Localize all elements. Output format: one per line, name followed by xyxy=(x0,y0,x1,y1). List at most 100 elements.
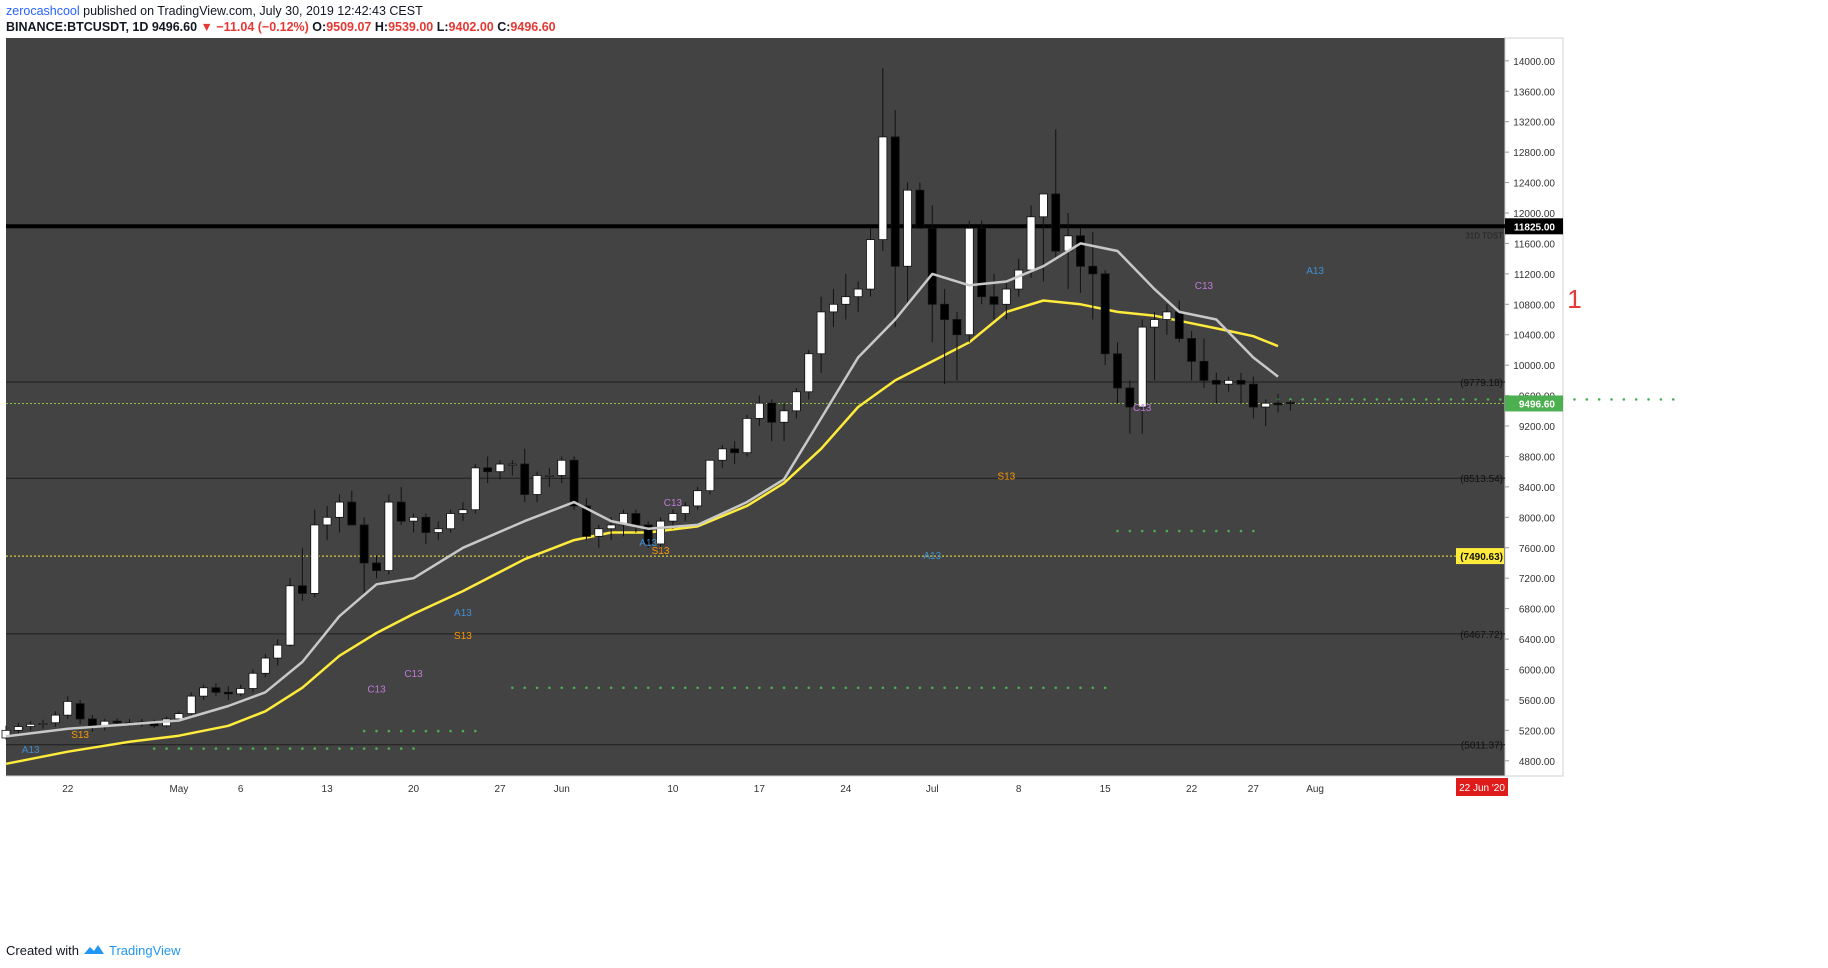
last-price-label: 9496.60 xyxy=(1519,399,1556,410)
support-dot xyxy=(1202,529,1206,533)
support-dot xyxy=(387,747,391,750)
support-dot xyxy=(1573,398,1576,401)
price-tick-label: 4800.00 xyxy=(1519,757,1556,768)
support-dot xyxy=(202,747,205,750)
support-dot xyxy=(1338,398,1342,401)
support-dot xyxy=(1029,686,1033,690)
candle-body xyxy=(396,501,406,522)
support-dot xyxy=(189,747,193,750)
support-dot xyxy=(1622,398,1626,401)
support-dot xyxy=(1597,398,1601,401)
support-dot xyxy=(955,686,959,690)
time-tick-label: 24 xyxy=(840,784,852,795)
candle-body xyxy=(421,516,431,533)
support-dot xyxy=(1548,398,1552,401)
candle-body xyxy=(1051,193,1061,252)
candle-body xyxy=(767,402,777,423)
support-dot xyxy=(930,686,934,690)
candle-body xyxy=(903,189,912,267)
time-axis xyxy=(6,776,1563,798)
footer: Created with TradingView xyxy=(6,942,181,959)
candle-body xyxy=(606,524,616,530)
support-dot xyxy=(782,686,786,690)
support-dot xyxy=(1005,686,1008,690)
ohlc-high: 9539.00 xyxy=(388,20,434,34)
support-dot xyxy=(1499,398,1502,401)
support-dot xyxy=(474,729,477,733)
support-dot xyxy=(325,747,329,750)
candle-body xyxy=(557,459,567,476)
ema-slow-line xyxy=(5,299,1279,766)
support-dot xyxy=(572,686,576,690)
price-tick-label: 10000.00 xyxy=(1513,361,1555,372)
candle-body xyxy=(1199,360,1209,381)
support-dot xyxy=(906,686,909,690)
candle-body xyxy=(51,714,60,724)
level-label: (5011.37) xyxy=(1461,741,1503,752)
time-tick-label: 15 xyxy=(1100,784,1112,795)
price-tick-label: 7200.00 xyxy=(1519,574,1556,585)
support-dot xyxy=(313,747,317,750)
price-tick-label: 5600.00 xyxy=(1519,696,1556,707)
ohlc-open: 9509.07 xyxy=(326,20,372,34)
candle-body xyxy=(1125,387,1135,408)
support-dot xyxy=(597,686,601,690)
setup-annotation: C13 xyxy=(367,684,386,695)
support-dot xyxy=(1350,398,1354,401)
candle-body xyxy=(260,657,270,674)
support-dot xyxy=(1091,686,1095,690)
candle-body xyxy=(866,239,875,290)
price-tick-label: 13600.00 xyxy=(1513,87,1555,98)
candle-body xyxy=(1273,402,1283,406)
candle-body xyxy=(63,701,73,716)
time-tick-label: 10 xyxy=(667,784,679,795)
candle-body xyxy=(273,644,283,659)
time-tick-label: 20 xyxy=(408,784,420,795)
support-dot xyxy=(362,747,366,750)
support-dot xyxy=(1017,686,1020,690)
author-link[interactable]: zerocashcool xyxy=(6,4,80,18)
candle-body xyxy=(409,516,418,522)
support-dot xyxy=(362,729,366,733)
candle-body xyxy=(236,688,246,695)
support-dot xyxy=(634,686,638,690)
support-dot xyxy=(399,747,403,750)
level-label-bg xyxy=(1456,548,1504,565)
support-dot xyxy=(1066,686,1070,690)
support-dot xyxy=(1412,398,1416,401)
price-tick-label: 12400.00 xyxy=(1513,179,1555,190)
candle-body xyxy=(174,713,184,720)
ema-fast-line xyxy=(5,242,1279,738)
support-dot xyxy=(1215,529,1218,533)
support-dot xyxy=(1116,529,1119,533)
candle-body xyxy=(668,513,678,522)
price-tick-label: 12800.00 xyxy=(1513,148,1555,159)
support-dot xyxy=(893,686,897,690)
setup-annotation: A13 xyxy=(639,538,657,549)
candle-body xyxy=(1001,288,1011,305)
candle-body xyxy=(310,524,320,594)
support-dot xyxy=(1387,398,1391,401)
candle-body xyxy=(372,562,381,571)
candle-body xyxy=(1088,265,1098,275)
support-dot xyxy=(609,686,613,690)
price-tick-label: 6000.00 xyxy=(1519,665,1556,676)
created-with-text: Created with xyxy=(6,943,79,958)
support-dot xyxy=(807,686,811,690)
support-dot xyxy=(1128,529,1132,533)
support-dot xyxy=(708,686,712,690)
support-dot xyxy=(1103,686,1107,690)
candle-body xyxy=(619,513,628,526)
candle-body xyxy=(594,528,604,537)
price-tick-label: 7600.00 xyxy=(1519,544,1556,555)
tradingview-brand[interactable]: TradingView xyxy=(108,943,181,958)
support-dot xyxy=(436,729,440,733)
candle-body xyxy=(347,501,357,526)
setup-annotation: S13 xyxy=(454,631,472,642)
candle-body xyxy=(223,691,233,695)
candle-body xyxy=(285,585,295,646)
support-dot xyxy=(152,747,156,750)
setup-annotation: A13 xyxy=(923,551,941,562)
support-dot xyxy=(548,686,551,690)
